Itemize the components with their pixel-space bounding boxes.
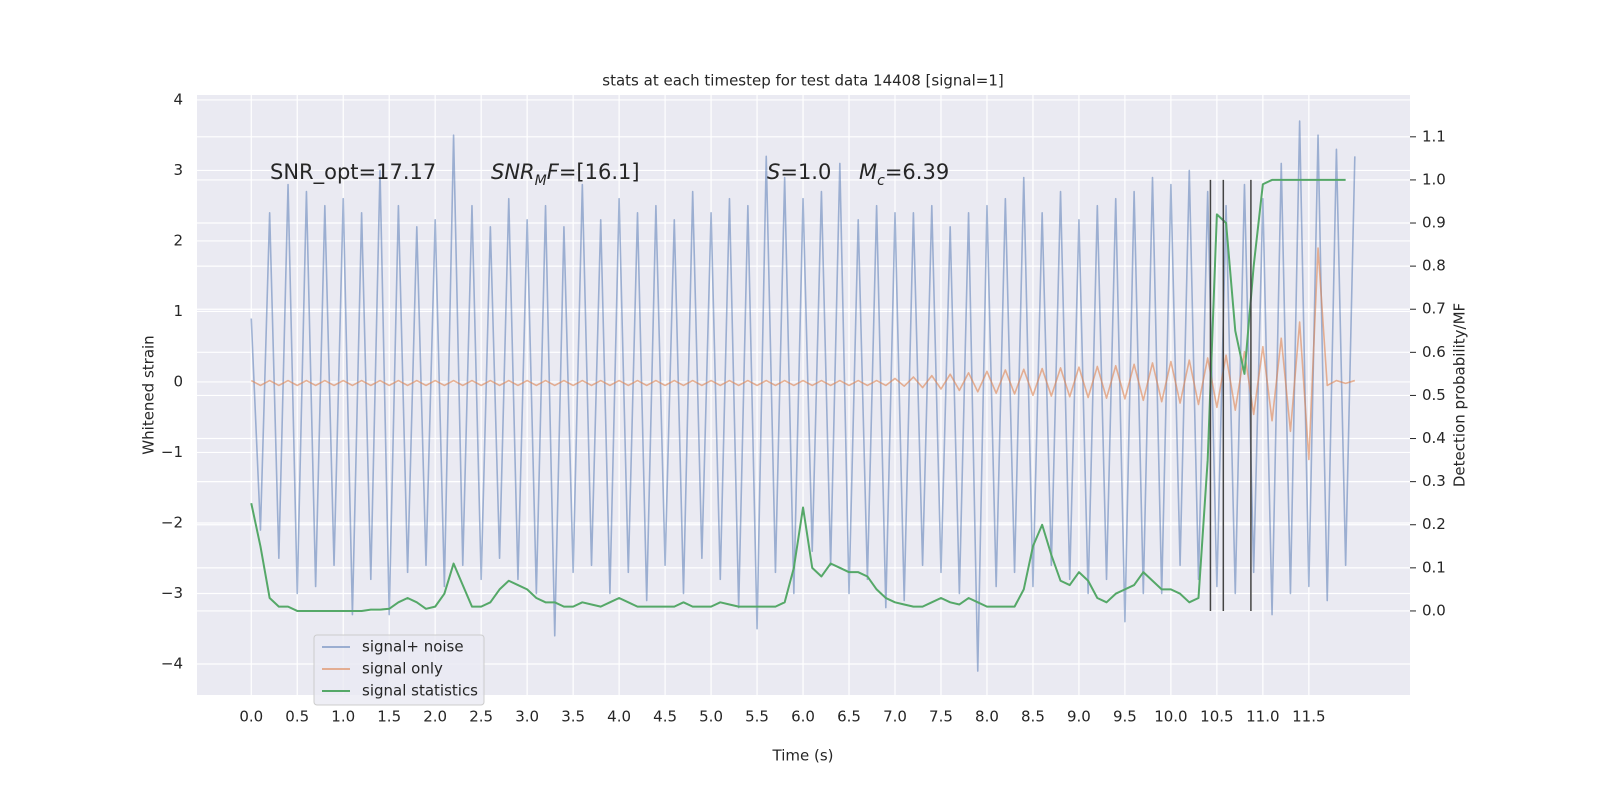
legend-box [313, 634, 485, 706]
x-tick-label: 11.0 [1246, 708, 1279, 726]
y-tick-label: 2 [173, 231, 183, 249]
y-tick-label: 4 [173, 90, 183, 108]
x-tick-label: 6.0 [791, 708, 815, 726]
x-tick-label: 2.5 [469, 708, 493, 726]
y-tick-label: −4 [161, 654, 183, 672]
y2-tick-label: 1.1 [1422, 127, 1446, 145]
x-tick-label: 4.0 [607, 708, 631, 726]
y2-tick-label: 0.6 [1422, 343, 1446, 361]
annotation-part: SNR_opt=17.17 [270, 160, 436, 185]
y2-tick-label: 0.7 [1422, 300, 1446, 318]
x-tick-label: 0.5 [285, 708, 309, 726]
x-tick-label: 5.0 [699, 708, 723, 726]
series-line [250, 120, 1356, 672]
legend: signal+ noise signal only signal statistic… [313, 634, 485, 706]
y-tick-label: 3 [173, 161, 183, 179]
x-tick-label: 1.0 [331, 708, 355, 726]
y2-tick-label: 0.5 [1422, 386, 1446, 404]
series-line [250, 178, 1346, 612]
annotation: SNR_opt=17.17 [270, 160, 436, 185]
annotation-part: SNR [491, 160, 535, 184]
y2-tick-label: 0.4 [1422, 429, 1446, 447]
annotation-part: M [859, 160, 877, 184]
x-tick-label: 8.5 [1021, 708, 1045, 726]
x-tick-label: 3.0 [515, 708, 539, 726]
y-tick-label: 0 [173, 372, 183, 390]
y2-tick-label: 0.0 [1422, 601, 1446, 619]
x-tick-label: 8.0 [975, 708, 999, 726]
x-tick-label: 1.5 [377, 708, 401, 726]
y-tick-label: −1 [161, 443, 183, 461]
annotation-part: c [877, 173, 885, 189]
x-tick-label: 7.0 [883, 708, 907, 726]
x-tick-label: 4.5 [653, 708, 677, 726]
y-tick-label: −3 [161, 584, 183, 602]
y-tick-label: 1 [173, 302, 183, 320]
y2-axis-label: Detection probability/MF [1451, 303, 1469, 487]
x-tick-label: 7.5 [929, 708, 953, 726]
x-tick-label: 10.0 [1154, 708, 1187, 726]
y2-tick-label: 0.1 [1422, 558, 1446, 576]
y2-tick-label: 0.2 [1422, 515, 1446, 533]
legend-label: signal statistics [362, 682, 478, 700]
annotation: SNRMF=[16.1] [491, 160, 640, 189]
x-axis-label: Time (s) [772, 747, 834, 765]
y-tick-label: −2 [161, 513, 183, 531]
x-tick-label: 9.0 [1067, 708, 1091, 726]
x-tick-label: 11.5 [1292, 708, 1325, 726]
annotation: Mc=6.39 [859, 160, 949, 189]
x-tick-label: 10.5 [1200, 708, 1233, 726]
annotation-part: S [767, 160, 780, 184]
y-axis-label: Whitened strain [140, 335, 158, 454]
annotation-part: =[16.1] [559, 160, 640, 184]
annotation-part: =1.0 [780, 160, 831, 184]
y2-tick-label: 1.0 [1422, 170, 1446, 188]
series-line [250, 247, 1356, 461]
x-tick-label: 3.5 [561, 708, 585, 726]
annotation: S=1.0 [767, 160, 831, 184]
annotation-part: M [535, 173, 547, 189]
x-tick-label: 6.5 [837, 708, 861, 726]
x-tick-label: 2.0 [423, 708, 447, 726]
chart-title: stats at each timestep for test data 144… [602, 72, 1003, 90]
annotation-part: F [547, 160, 560, 184]
x-tick-label: 5.5 [745, 708, 769, 726]
x-tick-label: 9.5 [1113, 708, 1137, 726]
y2-tick-label: 0.8 [1422, 257, 1446, 275]
legend-label: signal+ noise [362, 638, 464, 656]
x-tick-label: 0.0 [239, 708, 263, 726]
y2-tick-label: 0.3 [1422, 472, 1446, 490]
legend-label: signal only [362, 660, 443, 678]
annotation-part: =6.39 [885, 160, 949, 184]
y2-tick-label: 0.9 [1422, 214, 1446, 232]
